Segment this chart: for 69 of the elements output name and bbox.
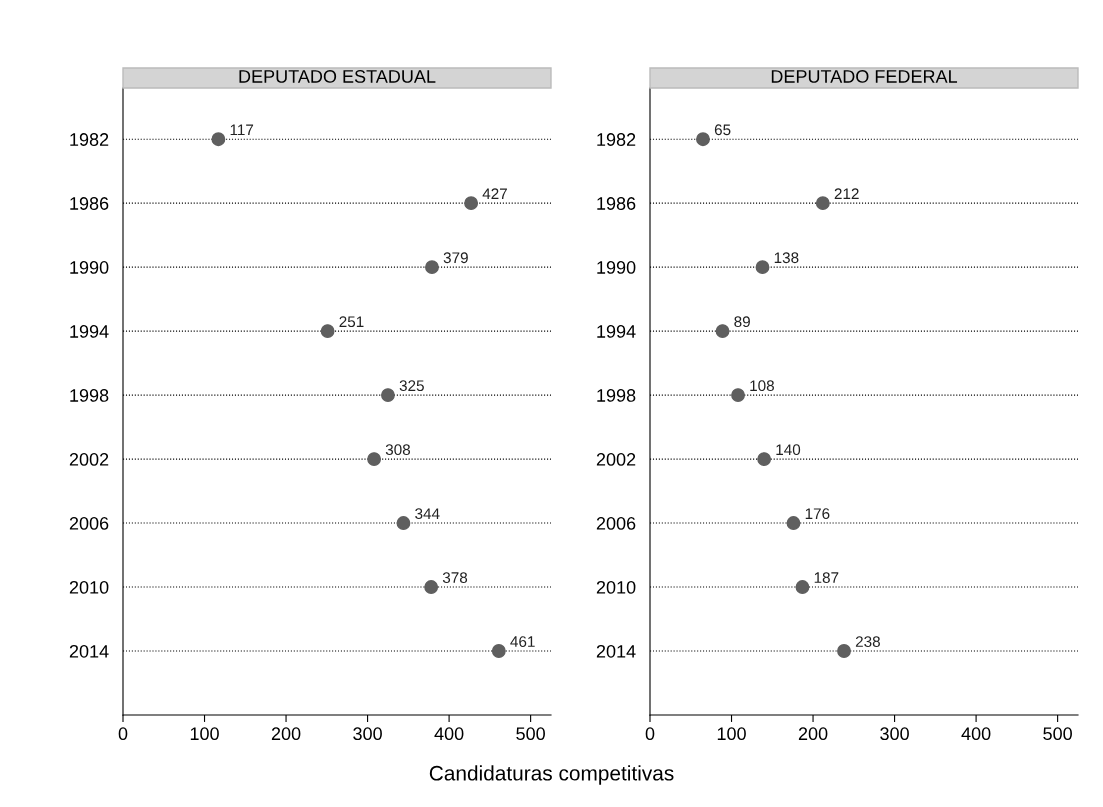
point <box>320 324 335 339</box>
data-label: 427 <box>482 188 507 199</box>
point <box>464 196 479 211</box>
y-tick-label: 1982 <box>597 133 636 146</box>
data-label: 187 <box>814 572 839 584</box>
point <box>755 260 770 275</box>
x-tick-label: 200 <box>798 727 828 741</box>
x-tick-label: 500 <box>516 727 545 741</box>
point <box>424 580 439 594</box>
point <box>491 644 506 658</box>
data-label: 344 <box>415 508 440 520</box>
point <box>731 388 745 403</box>
y-tick-label: 2002 <box>596 453 636 466</box>
x-tick-label: 300 <box>353 727 382 741</box>
data-label: 140 <box>776 444 801 456</box>
x-axis-title: Candidaturas competitivas <box>429 765 674 785</box>
data-label: 89 <box>734 316 750 328</box>
point <box>757 452 772 467</box>
point <box>795 580 810 594</box>
y-tick-label: 1994 <box>597 325 636 338</box>
data-label: 251 <box>339 316 364 328</box>
point <box>786 516 801 531</box>
y-tick-label: 2006 <box>596 517 636 530</box>
y-tick-label: 1982 <box>70 133 109 146</box>
x-tick-label: 100 <box>717 727 746 741</box>
y-tick-label: 2010 <box>596 580 636 594</box>
data-label: 238 <box>855 636 880 647</box>
point <box>211 132 226 147</box>
x-tick-label: 300 <box>880 727 909 741</box>
data-label: 108 <box>750 380 774 392</box>
point <box>815 196 830 211</box>
point <box>715 324 730 339</box>
point <box>696 132 710 147</box>
chart-title: DEPUTADO FEDERAL <box>771 70 958 83</box>
y-tick-label: 2002 <box>69 453 109 466</box>
data-label: 308 <box>385 444 411 456</box>
point <box>367 452 382 467</box>
x-tick-label: 500 <box>1043 727 1072 741</box>
x-tick-label: 0 <box>118 727 128 741</box>
y-tick-label: 2006 <box>69 517 109 530</box>
data-label: 176 <box>805 508 830 520</box>
x-tick-label: 0 <box>645 727 655 741</box>
x-tick-label: 200 <box>271 727 301 741</box>
x-tick-label: 100 <box>190 727 219 741</box>
data-label: 461 <box>510 636 535 647</box>
x-tick-label: 400 <box>961 727 991 741</box>
x-tick-label: 400 <box>434 727 464 741</box>
y-tick-label: 1986 <box>597 197 636 210</box>
point <box>381 388 395 403</box>
y-tick-label: 1990 <box>597 261 636 274</box>
point <box>837 644 851 658</box>
data-label: 117 <box>230 124 254 136</box>
data-label: 212 <box>834 188 859 199</box>
point <box>425 260 439 275</box>
data-label: 379 <box>443 252 468 264</box>
y-tick-label: 2010 <box>69 580 109 594</box>
chart-title: DEPUTADO ESTADUAL <box>239 70 436 83</box>
y-tick-label: 1990 <box>70 261 109 274</box>
y-tick-label: 2014 <box>69 644 109 658</box>
y-tick-label: 1994 <box>70 325 109 338</box>
y-tick-label: 1998 <box>597 389 636 402</box>
point <box>396 516 411 531</box>
data-label: 378 <box>442 572 468 584</box>
y-tick-label: 2014 <box>596 644 636 658</box>
data-label: 325 <box>399 380 424 392</box>
data-label: 65 <box>714 124 731 136</box>
data-label: 138 <box>774 252 799 264</box>
y-tick-label: 1998 <box>70 389 109 402</box>
y-tick-label: 1986 <box>70 197 109 210</box>
